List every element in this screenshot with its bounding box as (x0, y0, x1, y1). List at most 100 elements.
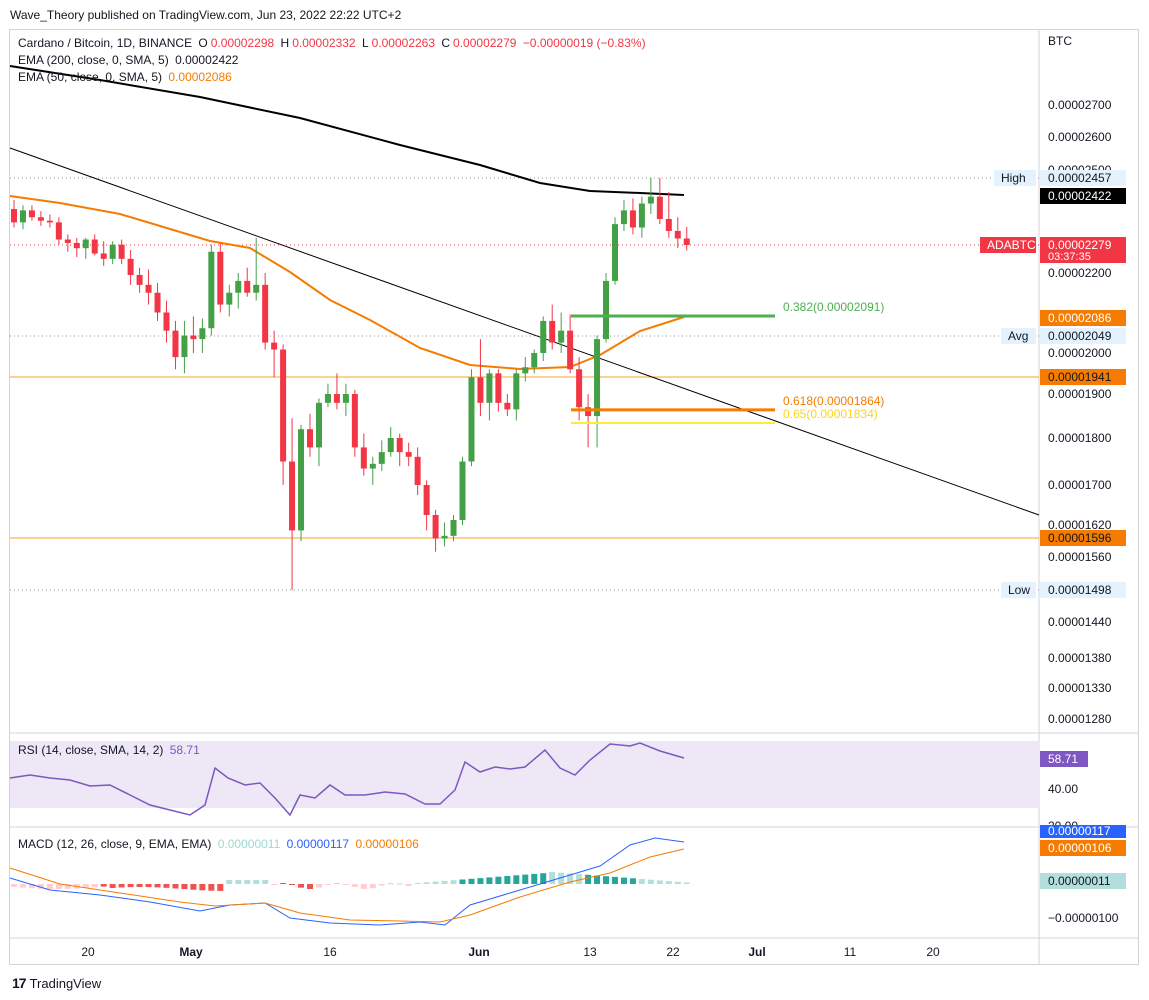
macd-signal-badge (1040, 840, 1126, 856)
candle (495, 369, 502, 412)
ema50-label: EMA (50, close, 0, SMA, 5) (18, 70, 163, 84)
tradingview-brand[interactable]: 17 TradingView (12, 975, 101, 991)
candle (262, 273, 269, 350)
candle-body (450, 520, 457, 536)
candle-body (378, 452, 385, 464)
candle-body (73, 242, 80, 249)
ema200-legend[interactable]: EMA (200, close, 0, SMA, 5) 0.00002422 (18, 53, 241, 67)
macd-signal-badge-text: 0.00000106 (1048, 841, 1112, 855)
candle (540, 316, 547, 362)
macd-histogram-bar (647, 879, 654, 884)
macd-histogram-bar (226, 880, 233, 884)
candle-body (540, 320, 547, 353)
macd-histogram-bar (181, 884, 188, 890)
price-badge (1040, 170, 1126, 186)
macd-histogram-bar (324, 884, 331, 885)
candle-body (64, 239, 71, 243)
candle (459, 456, 466, 525)
symbol-title[interactable]: Cardano / Bitcoin, 1D, BINANCE (18, 36, 193, 50)
rsi-line (9, 742, 685, 817)
chart-frame (9, 29, 1139, 965)
candle-body (585, 407, 592, 416)
macd-axis-tick: −0.00000100 (1048, 911, 1119, 925)
candle (378, 440, 385, 471)
rsi-label: RSI (14, close, SMA, 14, 2) (18, 743, 164, 757)
candle-body (665, 218, 672, 231)
candle-body (567, 330, 574, 370)
candle-body (504, 402, 511, 410)
candle-body (91, 239, 98, 254)
candle-body (145, 284, 152, 293)
candle (531, 349, 538, 374)
macd-histogram-bar (64, 884, 71, 889)
high-value: 0.00002332 (292, 36, 356, 50)
candle (567, 314, 574, 374)
ema50-legend[interactable]: EMA (50, close, 0, SMA, 5) 0.00002086 (18, 70, 235, 84)
price-badge-countdown: 03:37:35 (1048, 251, 1091, 263)
candle (172, 320, 179, 370)
candle (504, 394, 511, 416)
candle-body (549, 320, 556, 343)
candle (522, 357, 529, 382)
price-badge (1040, 530, 1126, 546)
candle (55, 217, 62, 245)
candle (298, 424, 305, 542)
rsi-band (10, 741, 1039, 808)
macd-histogram-bar (558, 872, 565, 884)
open-label: O (198, 36, 208, 50)
price-badge-value: 0.00002422 (1048, 189, 1112, 203)
macd-hist-badge (1040, 873, 1126, 889)
candle (558, 312, 565, 353)
candle-body (172, 330, 179, 358)
candle-body (432, 515, 439, 539)
macd-histogram-bar (468, 878, 475, 884)
rsi-value-badge-text: 58.71 (1048, 752, 1078, 766)
low-value: 0.00002263 (371, 36, 436, 50)
candle-body (11, 209, 17, 223)
candle-body (307, 429, 314, 448)
price-badge-label: High (1001, 171, 1026, 185)
candle (226, 284, 233, 317)
candle (324, 383, 331, 408)
candle (441, 522, 448, 547)
macd-histogram-bar (674, 881, 681, 884)
ema200-value: 0.00002422 (175, 53, 239, 67)
price-badge-value: 0.00002086 (1048, 311, 1112, 325)
candle (73, 237, 80, 258)
price-axis-tick: 0.00001900 (1048, 387, 1112, 401)
candle-body (656, 196, 663, 219)
candle-body (342, 394, 349, 403)
candle (369, 456, 376, 485)
fib-level-label: 0.65(0.00001834) (783, 407, 878, 421)
macd-histogram-bar (629, 878, 636, 884)
candle-body (253, 284, 260, 293)
candle-body (594, 339, 601, 416)
candle (585, 394, 592, 448)
price-axis-tick: 0.00001620 (1048, 518, 1112, 532)
macd-histogram-bar (127, 884, 134, 888)
price-axis-tick: 0.00001440 (1048, 615, 1112, 629)
candle-body (82, 239, 89, 249)
brand-name: TradingView (29, 975, 102, 991)
time-axis-tick: Jul (748, 945, 765, 959)
candle-body (576, 369, 583, 408)
candle (154, 282, 161, 321)
macd-histogram-bar (603, 876, 610, 884)
macd-legend[interactable]: MACD (12, 26, close, 9, EMA, EMA) 0.0000… (18, 837, 422, 851)
macd-histogram-bar (567, 873, 574, 884)
price-badge (1040, 237, 1126, 263)
price-axis-tick: 0.00001560 (1048, 550, 1112, 564)
rsi-legend[interactable]: RSI (14, close, SMA, 14, 2) 58.71 (18, 743, 203, 757)
macd-histogram-bar (262, 880, 269, 884)
candle-body (289, 461, 296, 531)
candle (64, 234, 71, 252)
candle (674, 217, 681, 249)
candle (387, 427, 394, 457)
macd-histogram-bar (342, 884, 349, 885)
macd-histogram-bar (199, 884, 206, 891)
price-badge-value: 0.00001941 (1048, 370, 1112, 384)
macd-histogram-bar (459, 879, 466, 884)
time-axis-tick: 22 (666, 945, 680, 959)
candle-body (468, 377, 475, 462)
